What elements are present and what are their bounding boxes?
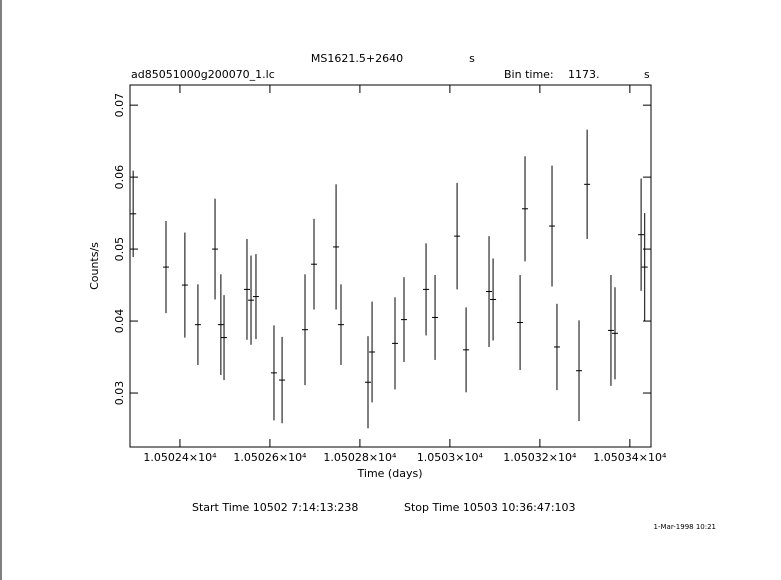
- x-tick-label: 1.05034×10⁴: [593, 451, 667, 464]
- x-tick-label: 1.05026×10⁴: [233, 451, 307, 464]
- y-tick-label: 0.07: [113, 93, 126, 118]
- subtitle: ad85051000g200070_1.lc: [131, 68, 275, 81]
- chart-title: MS1621.5+2640: [311, 52, 403, 65]
- title-unit: s: [469, 52, 475, 65]
- bin-time-unit: s: [644, 68, 650, 81]
- x-tick-label: 1.05028×10⁴: [323, 451, 397, 464]
- x-tick-label: 1.05032×10⁴: [503, 451, 577, 464]
- plot-frame: [129, 84, 652, 448]
- y-axis-label: Counts/s: [88, 242, 101, 290]
- bin-time-label: Bin time:: [504, 68, 554, 81]
- y-tick-label: 0.05: [113, 237, 126, 261]
- x-tick-label: 1.0503×10⁴: [417, 451, 484, 464]
- x-tick-label: 1.05024×10⁴: [143, 451, 217, 464]
- start-time: Start Time 10502 7:14:13:238: [192, 501, 358, 514]
- y-tick-label: 0.03: [113, 381, 126, 406]
- y-tick-label: 0.04: [113, 309, 126, 334]
- y-tick-label: 0.06: [113, 165, 126, 190]
- stop-time: Stop Time 10503 10:36:47:103: [404, 501, 576, 514]
- x-axis-label: Time (days): [357, 467, 423, 480]
- bin-time: 1173.: [568, 68, 600, 81]
- date: 1-Mar-1998 10:21: [654, 523, 716, 531]
